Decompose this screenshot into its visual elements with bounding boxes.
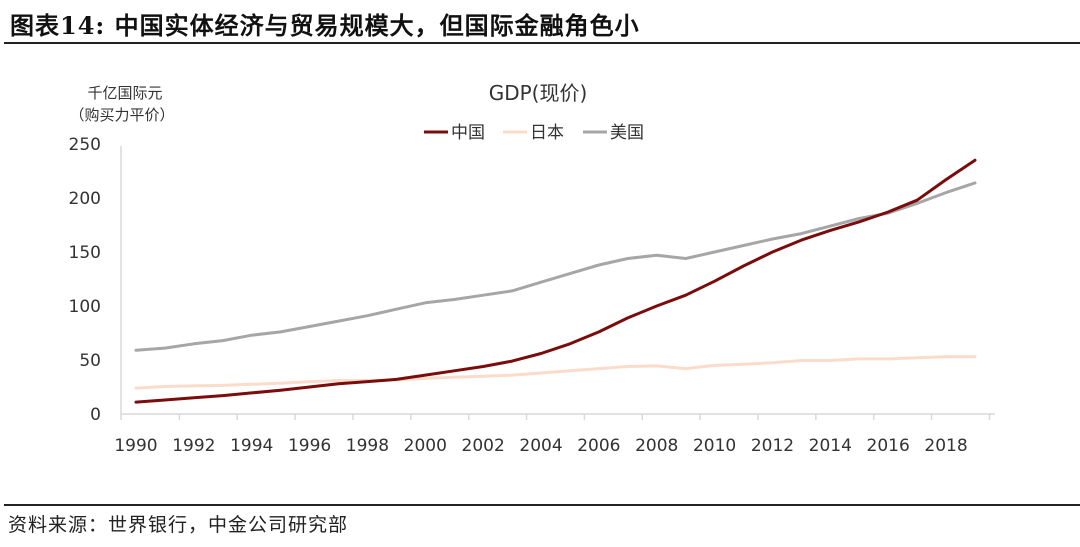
japan-line <box>134 355 977 390</box>
x-tick-label: 2002 <box>462 436 505 456</box>
bottom-rule <box>4 504 1080 506</box>
y-unit-label-line2: （购买力平价） <box>69 106 174 124</box>
x-tick-label: 1990 <box>114 436 157 456</box>
y-tick-label: 50 <box>79 351 101 371</box>
legend-label-usa: 美国 <box>610 123 644 143</box>
x-tick-label: 1994 <box>230 436 273 456</box>
usa-line <box>134 181 977 352</box>
x-tick-label: 2006 <box>577 436 620 456</box>
legend: 中国 日本 美国 <box>424 123 644 143</box>
x-tick-label: 2014 <box>809 436 852 456</box>
x-tick-label: 2012 <box>751 436 794 456</box>
x-tick-label: 2004 <box>519 436 562 456</box>
x-tick-label: 1992 <box>172 436 215 456</box>
y-tick-labels: 0 50 100 150 200 250 <box>69 135 101 425</box>
chart-title: GDP(现价) <box>489 81 588 105</box>
y-tick-label: 100 <box>69 297 101 317</box>
y-unit-label-line1: 千亿国际元 <box>87 84 162 102</box>
figure-title: 图表14: 中国实体经济与贸易规模大，但国际金融角色小 <box>10 11 640 40</box>
top-rule <box>4 42 1080 44</box>
y-tick-label: 0 <box>90 405 101 425</box>
legend-label-japan: 日本 <box>530 123 564 143</box>
y-tick-label: 250 <box>69 135 101 155</box>
x-tick-label: 2010 <box>693 436 736 456</box>
source-note: 资料来源：世界银行，中金公司研究部 <box>8 514 349 536</box>
china-line <box>134 158 977 404</box>
series-lines <box>134 158 977 404</box>
x-tick-label: 2016 <box>867 436 910 456</box>
y-tick-label: 200 <box>69 189 101 209</box>
y-tick-label: 150 <box>69 243 101 263</box>
x-tick-label: 1998 <box>346 436 389 456</box>
x-tick-label: 1996 <box>288 436 331 456</box>
x-tick-label: 2018 <box>924 436 967 456</box>
legend-label-china: 中国 <box>451 123 485 143</box>
x-ticks: 1990 1992 1994 1996 1998 2000 2002 2004 2006 2008… <box>114 414 991 456</box>
x-tick-label: 2008 <box>635 436 678 456</box>
x-tick-label: 2000 <box>404 436 447 456</box>
